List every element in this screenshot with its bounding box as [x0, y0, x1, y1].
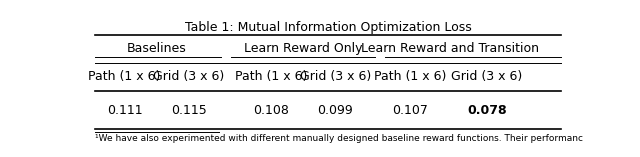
Text: Learn Reward and Transition: Learn Reward and Transition — [360, 42, 538, 55]
Text: 0.099: 0.099 — [317, 104, 353, 117]
Text: Grid (3 x 6): Grid (3 x 6) — [451, 70, 522, 83]
Text: 0.108: 0.108 — [253, 104, 289, 117]
Text: Table 1: Mutual Information Optimization Loss: Table 1: Mutual Information Optimization… — [184, 21, 472, 34]
Text: Path (1 x 6): Path (1 x 6) — [88, 70, 161, 83]
Text: Baselines: Baselines — [127, 42, 187, 55]
Text: Grid (3 x 6): Grid (3 x 6) — [300, 70, 371, 83]
Text: 0.107: 0.107 — [392, 104, 428, 117]
Text: Path (1 x 6): Path (1 x 6) — [235, 70, 307, 83]
Text: Grid (3 x 6): Grid (3 x 6) — [154, 70, 225, 83]
Text: 0.078: 0.078 — [467, 104, 506, 117]
Text: Path (1 x 6): Path (1 x 6) — [374, 70, 446, 83]
Text: Learn Reward Only: Learn Reward Only — [244, 42, 362, 55]
Text: ¹We have also experimented with different manually designed baseline reward func: ¹We have also experimented with differen… — [95, 134, 583, 143]
Text: 0.111: 0.111 — [107, 104, 143, 117]
Text: 0.115: 0.115 — [172, 104, 207, 117]
